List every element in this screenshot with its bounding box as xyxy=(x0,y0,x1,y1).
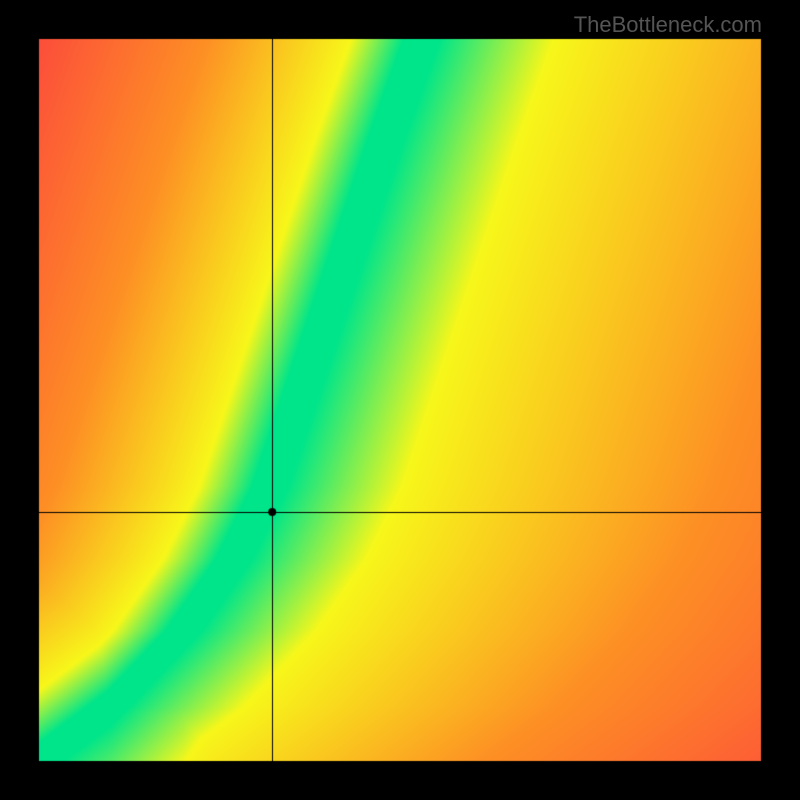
bottleneck-heatmap xyxy=(0,0,800,800)
chart-container: { "chart": { "type": "heatmap", "canvas_… xyxy=(0,0,800,800)
watermark-text: TheBottleneck.com xyxy=(574,12,762,38)
